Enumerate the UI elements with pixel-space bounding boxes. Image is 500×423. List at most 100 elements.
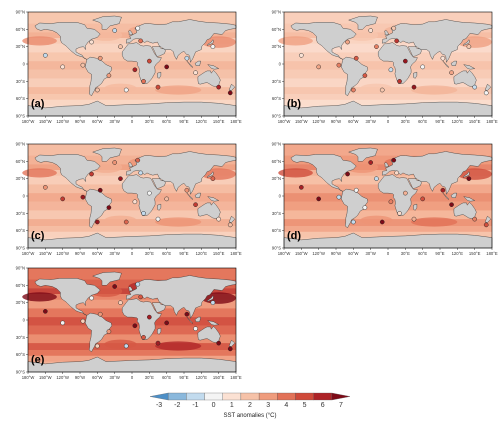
proxy-site-marker bbox=[216, 216, 221, 222]
proxy-site-marker bbox=[80, 62, 86, 68]
proxy-site-marker bbox=[80, 194, 86, 200]
land-arabia bbox=[151, 46, 166, 57]
land-eurasia bbox=[125, 151, 237, 195]
proxy-site-marker bbox=[89, 171, 94, 177]
proxy-site-marker bbox=[147, 190, 152, 196]
proxy-site-marker bbox=[118, 300, 123, 305]
proxy-site-marker bbox=[227, 90, 233, 96]
lat-tick-label: 30°N bbox=[272, 176, 281, 181]
lat-tick-label: 30°S bbox=[16, 79, 25, 84]
land-north-america bbox=[34, 278, 101, 316]
colorbar-tick-label: -2 bbox=[174, 402, 180, 409]
lon-tick-label: 60°W bbox=[348, 119, 358, 124]
colorbar-tick-label: 6 bbox=[321, 402, 325, 409]
lon-tick-label: 120°E bbox=[452, 119, 464, 124]
panel-label: (b) bbox=[287, 98, 301, 110]
land-japan bbox=[462, 39, 470, 46]
map-panel-c: 90°N 60°N 30°N 0 30°S 60°S 90°S 180°W 150°W 120°W… bbox=[6, 138, 246, 257]
lon-tick-label: 150°W bbox=[39, 375, 52, 380]
proxy-site-marker bbox=[353, 55, 359, 61]
land-arabia bbox=[407, 46, 422, 57]
lon-tick-label: 30°W bbox=[110, 119, 120, 124]
panel-label: (c) bbox=[31, 230, 45, 242]
proxy-site-marker bbox=[472, 84, 477, 90]
proxy-site-marker bbox=[227, 222, 233, 228]
proxy-site-marker bbox=[184, 55, 190, 61]
lat-tick-label: 60°S bbox=[272, 228, 281, 233]
land-australia bbox=[453, 202, 477, 219]
lon-tick-label: 30°E bbox=[145, 251, 154, 256]
land-british-isles bbox=[128, 162, 133, 168]
colorbar-segment bbox=[277, 392, 296, 401]
proxy-site-marker bbox=[141, 335, 146, 340]
lon-tick-label: 30°W bbox=[366, 251, 376, 256]
proxy-site-marker bbox=[141, 79, 146, 84]
lon-tick-label: 30°W bbox=[110, 375, 120, 380]
lon-tick-label: 60°W bbox=[348, 251, 358, 256]
proxy-site-marker bbox=[132, 67, 138, 73]
lat-tick-label: 0 bbox=[279, 62, 282, 67]
lon-tick-label: 120°E bbox=[196, 251, 208, 256]
proxy-site-marker bbox=[95, 343, 100, 349]
land-greenland bbox=[92, 15, 122, 30]
lon-tick-label: 180°W bbox=[22, 375, 35, 380]
proxy-site-marker bbox=[368, 160, 373, 165]
proxy-site-marker bbox=[147, 314, 152, 320]
lon-tick-label: 120°W bbox=[312, 251, 325, 256]
proxy-site-marker bbox=[135, 25, 141, 31]
proxy-site-marker bbox=[345, 171, 350, 177]
proxy-site-marker bbox=[362, 73, 368, 78]
land-sumatra bbox=[186, 192, 194, 201]
proxy-site-marker bbox=[193, 70, 198, 75]
land-japan bbox=[462, 171, 470, 178]
colorbar-tick-label: -3 bbox=[156, 402, 162, 409]
proxy-site-marker bbox=[43, 185, 48, 190]
lon-tick-label: 30°W bbox=[110, 251, 120, 256]
proxy-site-marker bbox=[397, 79, 402, 84]
land-greenland bbox=[348, 147, 378, 162]
proxy-site-marker bbox=[403, 190, 408, 196]
lon-tick-label: 180°E bbox=[486, 251, 498, 256]
proxy-site-marker bbox=[316, 196, 321, 202]
colorbar-segment bbox=[240, 392, 260, 401]
land-arabia bbox=[151, 178, 166, 189]
proxy-site-marker bbox=[118, 176, 123, 181]
lat-tick-label: 90°S bbox=[272, 246, 281, 251]
proxy-site-marker bbox=[210, 44, 216, 49]
lon-tick-label: 150°W bbox=[39, 119, 52, 124]
proxy-site-marker bbox=[95, 87, 100, 93]
land-new-guinea bbox=[207, 64, 220, 70]
lon-tick-label: 60°E bbox=[162, 251, 171, 256]
map-panel-a: 90°N 60°N 30°N 0 30°S 60°S 90°S 180°W 150°W 120°W… bbox=[6, 6, 246, 125]
land-sumatra bbox=[442, 192, 450, 201]
panel-label: (e) bbox=[31, 354, 45, 366]
land-british-isles bbox=[128, 286, 133, 292]
land-eurasia bbox=[125, 275, 237, 319]
proxy-site-marker bbox=[227, 346, 233, 352]
lon-tick-label: 180°W bbox=[278, 119, 291, 124]
proxy-site-marker bbox=[123, 219, 129, 225]
lat-tick-label: 0 bbox=[279, 194, 282, 199]
lon-tick-label: 30°W bbox=[366, 119, 376, 124]
lat-tick-label: 90°S bbox=[16, 370, 25, 375]
proxy-site-marker bbox=[210, 300, 216, 305]
colorbar: -3 -2 -1 0 1 2 3 4 5 6 7 SST anomalies (°C) bbox=[149, 392, 351, 423]
colorbar-segment bbox=[295, 392, 314, 401]
proxy-site-marker bbox=[466, 176, 472, 181]
land-new-zealand bbox=[228, 83, 236, 91]
land-borneo bbox=[194, 316, 202, 322]
lon-tick-label: 180°W bbox=[22, 251, 35, 256]
land-borneo bbox=[450, 192, 458, 198]
land-south-america bbox=[340, 56, 369, 97]
land-australia bbox=[453, 70, 477, 87]
proxy-site-marker bbox=[345, 39, 350, 45]
land-arabia bbox=[151, 302, 166, 313]
land-borneo bbox=[194, 192, 202, 198]
proxy-site-marker bbox=[403, 58, 408, 64]
land-north-america bbox=[34, 154, 101, 192]
lon-tick-label: 120°W bbox=[56, 251, 69, 256]
lat-tick-label: 30°N bbox=[16, 176, 25, 181]
lon-tick-label: 90°E bbox=[179, 251, 188, 256]
lon-tick-label: 30°E bbox=[401, 251, 410, 256]
land-sumatra bbox=[442, 60, 450, 69]
